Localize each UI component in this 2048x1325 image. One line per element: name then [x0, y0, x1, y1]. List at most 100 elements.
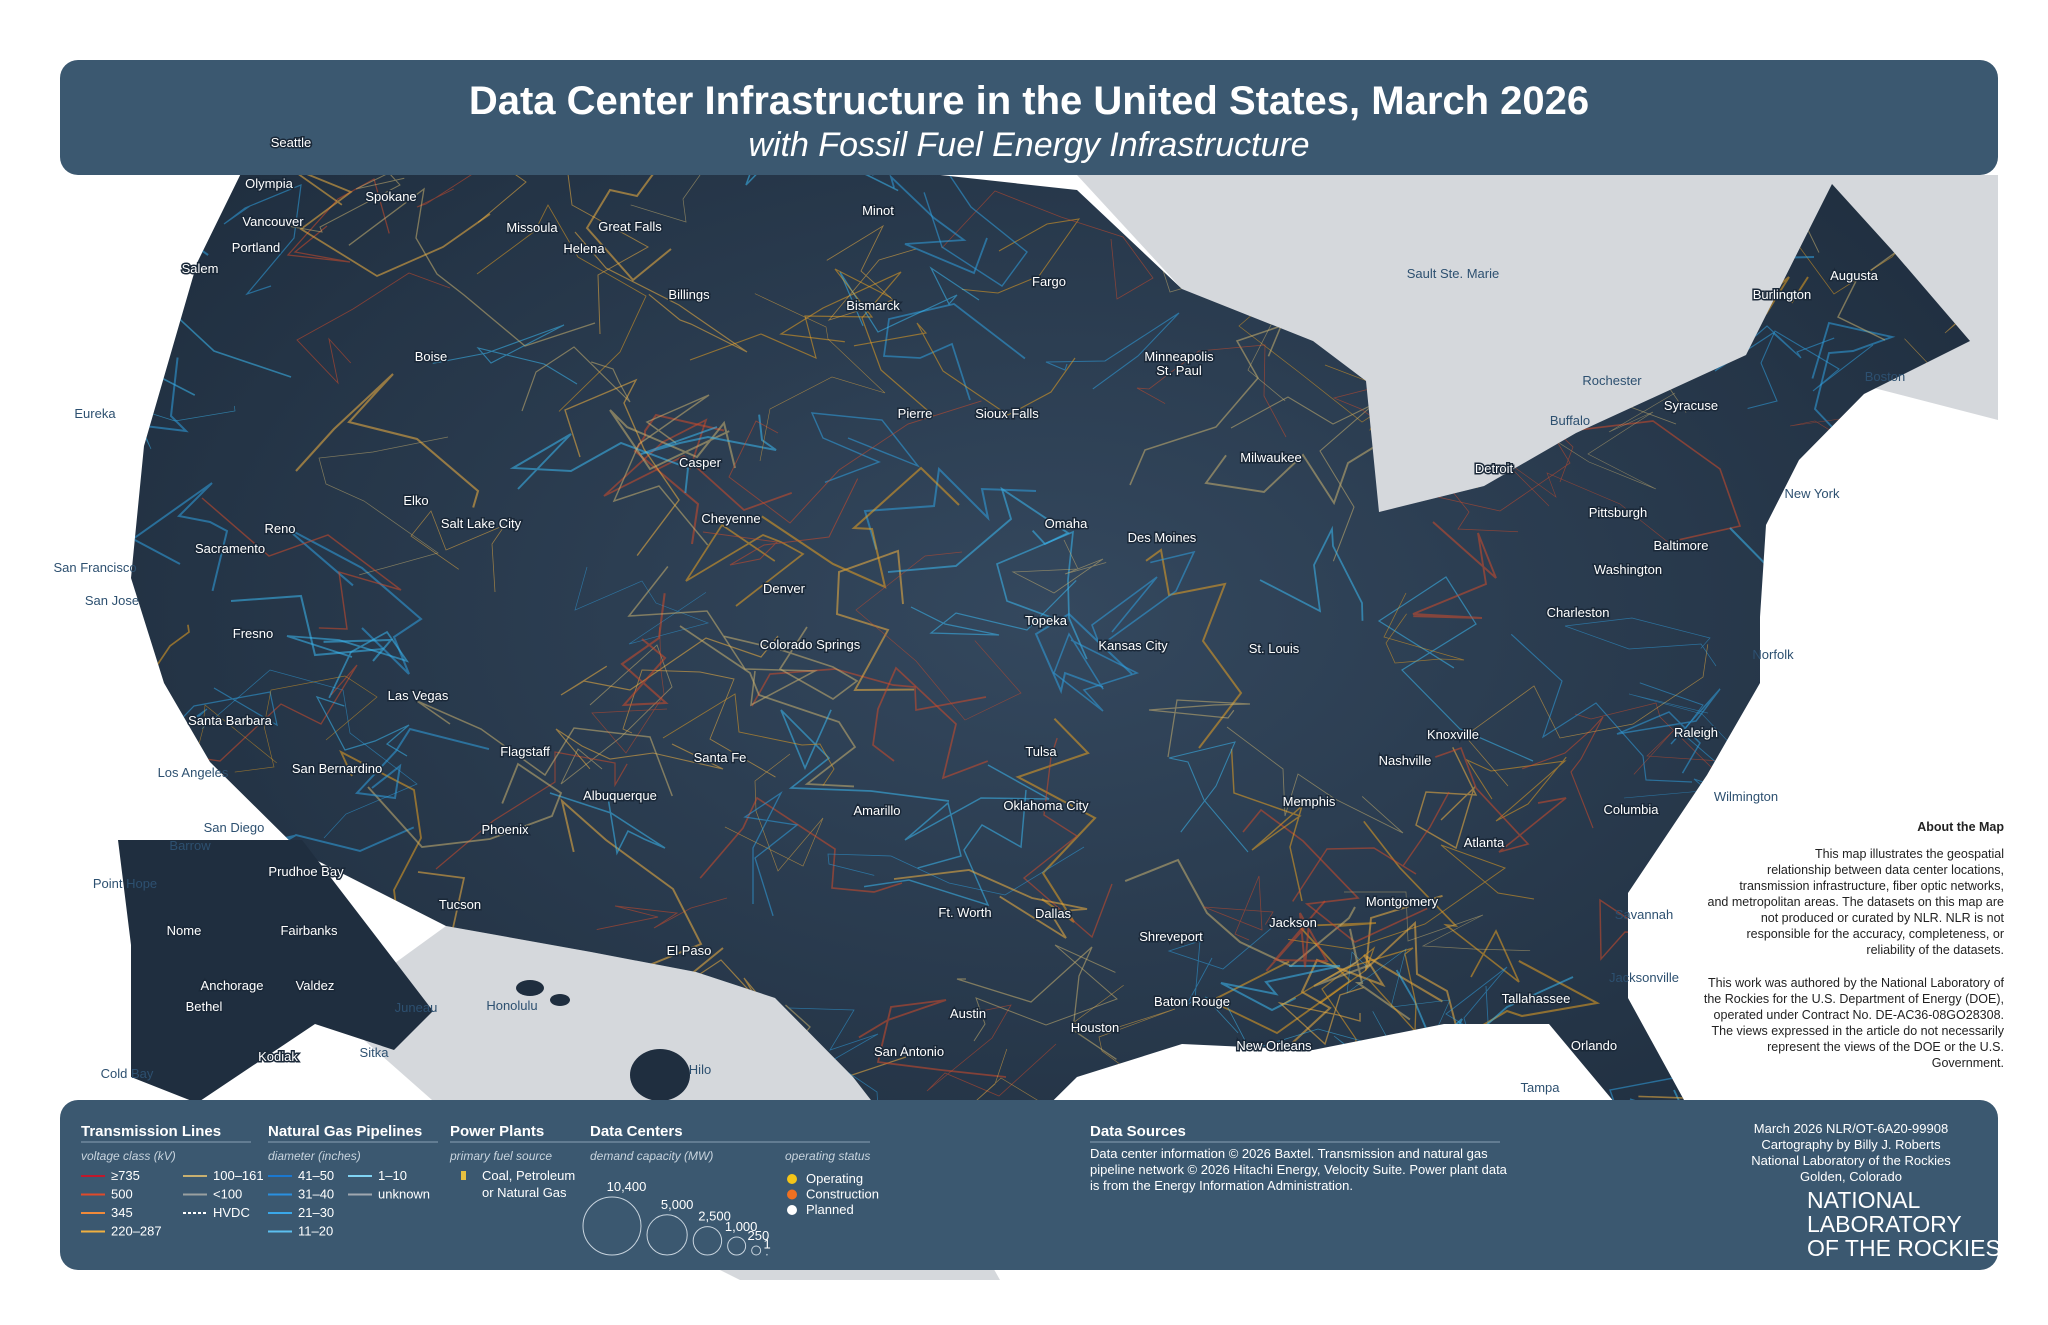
- line: [853, 322, 1076, 416]
- city-label: Wilmington: [1714, 789, 1778, 804]
- city-label: Boise: [415, 349, 448, 364]
- line: [956, 946, 1117, 1060]
- city-label: Helena: [563, 241, 605, 256]
- about-line: not produced or curated by NLR. NLR is n…: [1761, 911, 2005, 925]
- credit-line: Golden, Colorado: [1800, 1169, 1902, 1184]
- city-label: San Bernardino: [292, 761, 382, 776]
- line: [549, 792, 666, 856]
- line: [872, 666, 989, 780]
- line: [685, 523, 805, 607]
- city-label: Dallas: [1035, 906, 1072, 921]
- legend-subtitle: primary fuel source: [449, 1149, 552, 1163]
- city-label: Rochester: [1582, 373, 1642, 388]
- city-label: Columbia: [1604, 802, 1660, 817]
- city-label: St. Louis: [1249, 641, 1300, 656]
- about-line: transmission infrastructure, fiber optic…: [1739, 879, 2004, 893]
- line: [1053, 632, 1140, 712]
- city-label: Topeka: [1025, 613, 1068, 628]
- line: [521, 346, 631, 412]
- city-label: Bismarck: [846, 298, 900, 313]
- line: [564, 378, 680, 556]
- city-label: Ft. Worth: [938, 905, 991, 920]
- line: [779, 271, 935, 417]
- sources-title: Data Sources: [1090, 1123, 1186, 1140]
- legend-label: Coal, Petroleum: [482, 1168, 575, 1183]
- city-label: Charleston: [1547, 605, 1610, 620]
- city-label: Santa Barbara: [188, 713, 273, 728]
- legend-label: 345: [111, 1205, 133, 1220]
- line: [1203, 875, 1274, 941]
- line: [754, 293, 886, 462]
- line: [889, 174, 988, 275]
- line: [1287, 844, 1535, 950]
- line: [1547, 392, 1676, 490]
- city-label: Houston: [1071, 1020, 1119, 1035]
- city-label: Vancouver: [242, 214, 304, 229]
- legend-label: <100: [213, 1187, 242, 1202]
- about-line: responsible for the accuracy, completene…: [1746, 927, 2004, 941]
- city-label: New Orleans: [1236, 1038, 1312, 1053]
- line: [427, 102, 527, 223]
- line: [432, 324, 578, 385]
- capacity-label: 5,000: [661, 1197, 694, 1212]
- line: [926, 1004, 1057, 1097]
- line: [689, 268, 892, 361]
- city-label: Boston: [1865, 369, 1905, 384]
- line: [788, 1007, 880, 1122]
- city-label: Portland: [232, 240, 280, 255]
- city-label: Norfolk: [1752, 647, 1794, 662]
- line: [1465, 756, 1567, 822]
- line: [318, 436, 449, 576]
- line: [367, 762, 563, 848]
- city-label: Barrow: [169, 838, 211, 853]
- line: [1464, 644, 1709, 787]
- line: [622, 669, 776, 778]
- city-label: Cheyenne: [701, 511, 760, 526]
- line: [1415, 746, 1478, 850]
- line: [476, 204, 647, 412]
- city-label: Memphis: [1283, 794, 1336, 809]
- city-label: San Jose: [85, 593, 139, 608]
- line: [728, 400, 982, 524]
- capacity-label: 1,000: [725, 1219, 758, 1234]
- city-label: Nome: [167, 923, 202, 938]
- line: [612, 394, 710, 546]
- city-label: Jacksonville: [1609, 970, 1679, 985]
- line: [1091, 550, 1196, 648]
- line: [640, 414, 777, 455]
- legend-label: Construction: [806, 1187, 879, 1202]
- capacity-label: 10,400: [607, 1179, 647, 1194]
- city-label: Austin: [950, 1006, 986, 1021]
- legend-title: Natural Gas Pipelines: [268, 1123, 422, 1140]
- city-label: Knoxville: [1427, 727, 1479, 742]
- city-label: Fresno: [233, 626, 273, 641]
- city-label: Salem: [182, 261, 219, 276]
- city-label: Denver: [763, 581, 806, 596]
- legend-label: Operating: [806, 1171, 863, 1186]
- capacity-bubble: [751, 1245, 762, 1256]
- line: [1124, 858, 1356, 968]
- city-label: New York: [1785, 486, 1840, 501]
- city-label: Spokane: [365, 189, 416, 204]
- line: [609, 409, 736, 471]
- line: [354, 727, 490, 800]
- about-title: About the Map: [1917, 820, 2004, 834]
- city-label: Washington: [1594, 562, 1662, 577]
- line: [269, 172, 405, 233]
- line: [201, 497, 402, 630]
- city-label: Oklahoma City: [1003, 798, 1089, 813]
- capacity-bubble: [766, 1253, 768, 1256]
- city-label: Augusta: [1830, 268, 1878, 283]
- city-labels: Seattle Olympia Spokane Vancouver Portland Sa…: [53, 134, 1905, 1259]
- city-label: El Paso: [667, 943, 712, 958]
- logo-line: NATIONAL: [1807, 1187, 1921, 1213]
- line: [863, 466, 1037, 550]
- line: [1230, 748, 1304, 902]
- city-label: Billings: [668, 287, 710, 302]
- line: [679, 625, 857, 788]
- legend-subtitle: operating status: [785, 1149, 870, 1163]
- line: [1383, 592, 1465, 664]
- about-line: the Rockies for the U.S. Department of E…: [1704, 992, 2004, 1006]
- line: [1364, 894, 1461, 1042]
- city-label: Pierre: [898, 406, 933, 421]
